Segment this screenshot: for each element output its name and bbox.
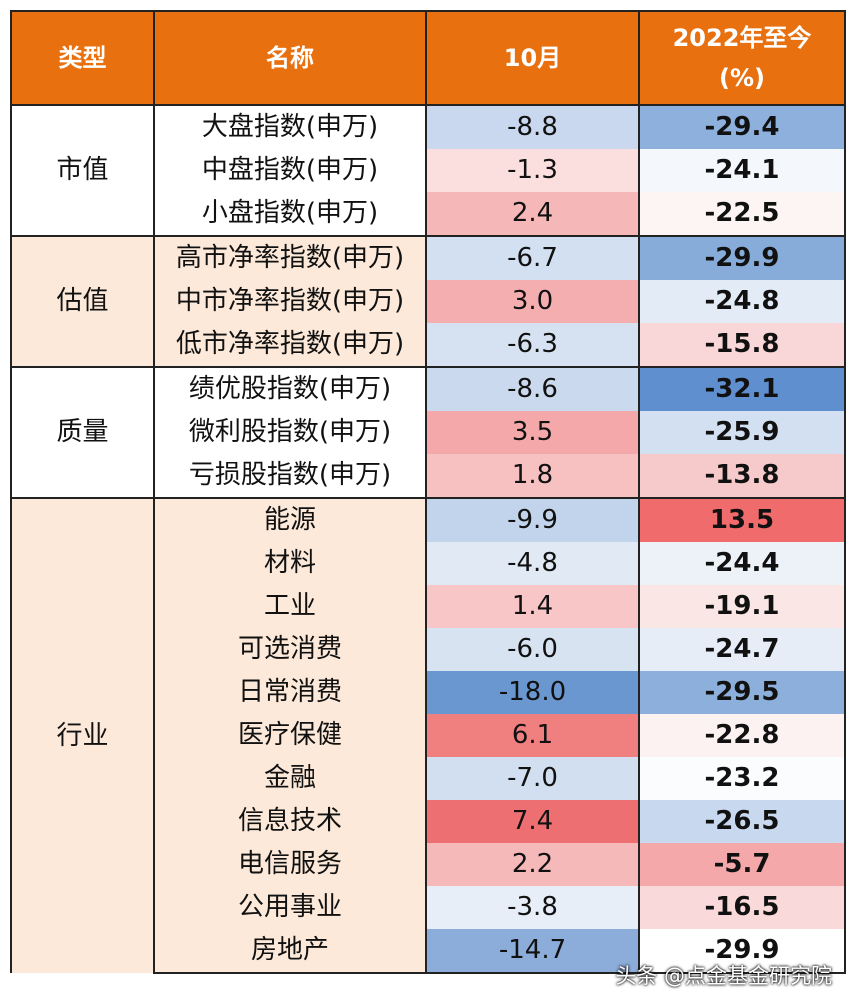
ytd-return-cell: -13.8 xyxy=(638,454,846,499)
index-name-cell: 小盘指数(申万) xyxy=(153,192,427,237)
header-name: 名称 xyxy=(153,10,427,106)
index-name-cell: 医疗保健 xyxy=(153,714,427,757)
october-return-cell: 2.2 xyxy=(425,843,640,886)
index-name-cell: 高市净率指数(申万) xyxy=(153,235,427,280)
index-name-cell: 微利股指数(申万) xyxy=(153,411,427,454)
october-return-cell: -8.6 xyxy=(425,366,640,411)
october-return-cell: -8.8 xyxy=(425,104,640,149)
watermark-text: 头条 @点金基金研究院 xyxy=(615,964,832,988)
index-name-cell: 信息技术 xyxy=(153,800,427,843)
ytd-return-cell: -19.1 xyxy=(638,585,846,628)
ytd-return-cell: -26.5 xyxy=(638,800,846,843)
table-row: 日常消费 -18.0 -29.5 xyxy=(11,671,846,714)
index-name-cell: 中市净率指数(申万) xyxy=(153,280,427,323)
table-row: 可选消费 -6.0 -24.7 xyxy=(11,628,846,671)
october-return-cell: 1.8 xyxy=(425,454,640,499)
table-row: 微利股指数(申万) 3.5 -25.9 xyxy=(11,411,846,454)
october-return-cell: -18.0 xyxy=(425,671,640,714)
index-name-cell: 低市净率指数(申万) xyxy=(153,323,427,368)
october-return-cell: 6.1 xyxy=(425,714,640,757)
table-row: 中盘指数(申万) -1.3 -24.1 xyxy=(11,149,846,192)
october-return-cell: -7.0 xyxy=(425,757,640,800)
october-return-cell: 1.4 xyxy=(425,585,640,628)
index-name-cell: 工业 xyxy=(153,585,427,628)
type-cell: 市值 xyxy=(10,104,155,236)
october-return-cell: 2.4 xyxy=(425,192,640,237)
table-row: 市值 大盘指数(申万) -8.8 -29.4 xyxy=(10,104,846,236)
table-row: 工业 1.4 -19.1 xyxy=(11,585,846,628)
index-name-cell: 房地产 xyxy=(153,929,427,974)
ytd-return-cell: -24.7 xyxy=(638,628,846,671)
table-row: 材料 -4.8 -24.4 xyxy=(11,542,846,585)
table-row: 行业 能源 -9.9 13.5 xyxy=(10,497,846,973)
ytd-return-cell: -32.1 xyxy=(638,366,846,411)
ytd-return-cell: -29.9 xyxy=(638,929,846,974)
index-name-cell: 电信服务 xyxy=(153,843,427,886)
table-row: 信息技术 7.4 -26.5 xyxy=(11,800,846,843)
october-return-cell: -9.9 xyxy=(425,497,640,542)
table-row: 房地产 -14.7 -29.9 xyxy=(11,929,846,974)
october-return-cell: 7.4 xyxy=(425,800,640,843)
ytd-return-cell: -22.8 xyxy=(638,714,846,757)
header-type: 类型 xyxy=(10,10,155,106)
ytd-return-cell: -29.5 xyxy=(638,671,846,714)
header-ytd: 2022年至今 (%) xyxy=(638,10,846,106)
october-return-cell: -14.7 xyxy=(425,929,640,974)
ytd-return-cell: -29.4 xyxy=(638,104,846,149)
ytd-return-cell: -25.9 xyxy=(638,411,846,454)
table-body: 市值 大盘指数(申万) -8.8 -29.4 中盘指数(申万) -1.3 -24.1 小盘指数… xyxy=(10,104,846,974)
ytd-return-cell: -15.8 xyxy=(638,323,846,368)
october-return-cell: -6.0 xyxy=(425,628,640,671)
ytd-return-cell: -23.2 xyxy=(638,757,846,800)
type-cell: 行业 xyxy=(10,497,155,973)
ytd-return-cell: -24.4 xyxy=(638,542,846,585)
index-name-cell: 大盘指数(申万) xyxy=(153,104,427,149)
index-name-cell: 绩优股指数(申万) xyxy=(153,366,427,411)
table-row: 公用事业 -3.8 -16.5 xyxy=(11,886,846,929)
october-return-cell: 3.5 xyxy=(425,411,640,454)
table-row: 小盘指数(申万) 2.4 -22.5 xyxy=(11,192,846,237)
header-ytd-line2: (%) xyxy=(719,64,765,92)
october-return-cell: -4.8 xyxy=(425,542,640,585)
table-row: 质量 绩优股指数(申万) -8.6 -32.1 xyxy=(10,366,846,498)
ytd-return-cell: -24.1 xyxy=(638,149,846,192)
october-return-cell: -6.3 xyxy=(425,323,640,368)
index-name-cell: 金融 xyxy=(153,757,427,800)
ytd-return-cell: -5.7 xyxy=(638,843,846,886)
october-return-cell: 3.0 xyxy=(425,280,640,323)
type-cell: 质量 xyxy=(10,366,155,498)
table-row: 医疗保健 6.1 -22.8 xyxy=(11,714,846,757)
ytd-return-cell: -22.5 xyxy=(638,192,846,237)
index-name-cell: 能源 xyxy=(153,497,427,542)
index-name-cell: 材料 xyxy=(153,542,427,585)
table-row: 电信服务 2.2 -5.7 xyxy=(11,843,846,886)
ytd-return-cell: -24.8 xyxy=(638,280,846,323)
ytd-return-cell: -16.5 xyxy=(638,886,846,929)
october-return-cell: -6.7 xyxy=(425,235,640,280)
header-ytd-line1: 2022年至今 xyxy=(672,24,812,52)
table-row: 低市净率指数(申万) -6.3 -15.8 xyxy=(11,323,846,368)
index-performance-table: 类型 名称 10月 2022年至今 (%) 市值 大盘指数(申万) -8.8 -29.… xyxy=(10,10,846,974)
header-october: 10月 xyxy=(425,10,640,106)
index-name-cell: 可选消费 xyxy=(153,628,427,671)
ytd-return-cell: -29.9 xyxy=(638,235,846,280)
index-name-cell: 公用事业 xyxy=(153,886,427,929)
performance-table-container: 类型 名称 10月 2022年至今 (%) 市值 大盘指数(申万) -8.8 -29.… xyxy=(10,10,846,974)
table-row: 中市净率指数(申万) 3.0 -24.8 xyxy=(11,280,846,323)
table-row: 亏损股指数(申万) 1.8 -13.8 xyxy=(11,454,846,499)
index-name-cell: 亏损股指数(申万) xyxy=(153,454,427,499)
ytd-return-cell: 13.5 xyxy=(638,497,846,542)
table-row: 金融 -7.0 -23.2 xyxy=(11,757,846,800)
index-name-cell: 日常消费 xyxy=(153,671,427,714)
type-cell: 估值 xyxy=(10,235,155,367)
october-return-cell: -1.3 xyxy=(425,149,640,192)
table-row: 估值 高市净率指数(申万) -6.7 -29.9 xyxy=(10,235,846,367)
table-header-row: 类型 名称 10月 2022年至今 (%) xyxy=(10,10,846,106)
october-return-cell: -3.8 xyxy=(425,886,640,929)
index-name-cell: 中盘指数(申万) xyxy=(153,149,427,192)
